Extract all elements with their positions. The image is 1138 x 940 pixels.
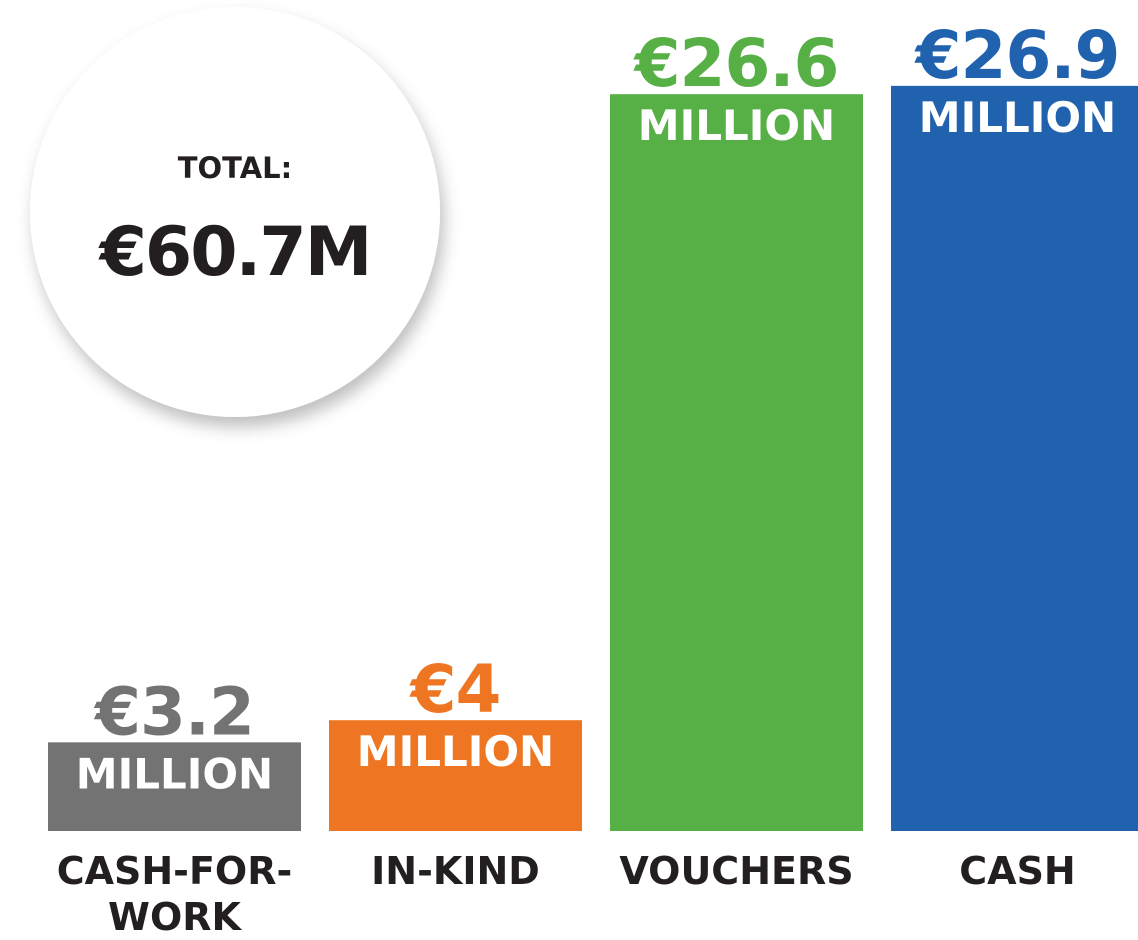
category-label: IN-KIND <box>371 849 540 893</box>
value-label: €26.9 <box>914 17 1120 94</box>
value-label: €3.2 <box>93 673 254 750</box>
bar <box>48 742 301 831</box>
category-label: VOUCHERS <box>619 849 854 893</box>
value-label: €26.6 <box>633 25 839 102</box>
unit-label: MILLION <box>638 101 835 150</box>
value-label: €4 <box>409 651 501 728</box>
category-label: CASH-FOR-WORK <box>56 849 293 939</box>
unit-label: MILLION <box>919 93 1116 142</box>
bar <box>610 94 863 832</box>
category-label: CASH <box>959 849 1076 893</box>
bar <box>891 85 1138 832</box>
total-title: TOTAL: <box>178 151 293 185</box>
unit-label: MILLION <box>76 749 273 798</box>
total-circle <box>30 7 440 417</box>
total-value: €60.7M <box>98 213 371 292</box>
bar <box>329 720 582 831</box>
unit-label: MILLION <box>357 727 554 776</box>
